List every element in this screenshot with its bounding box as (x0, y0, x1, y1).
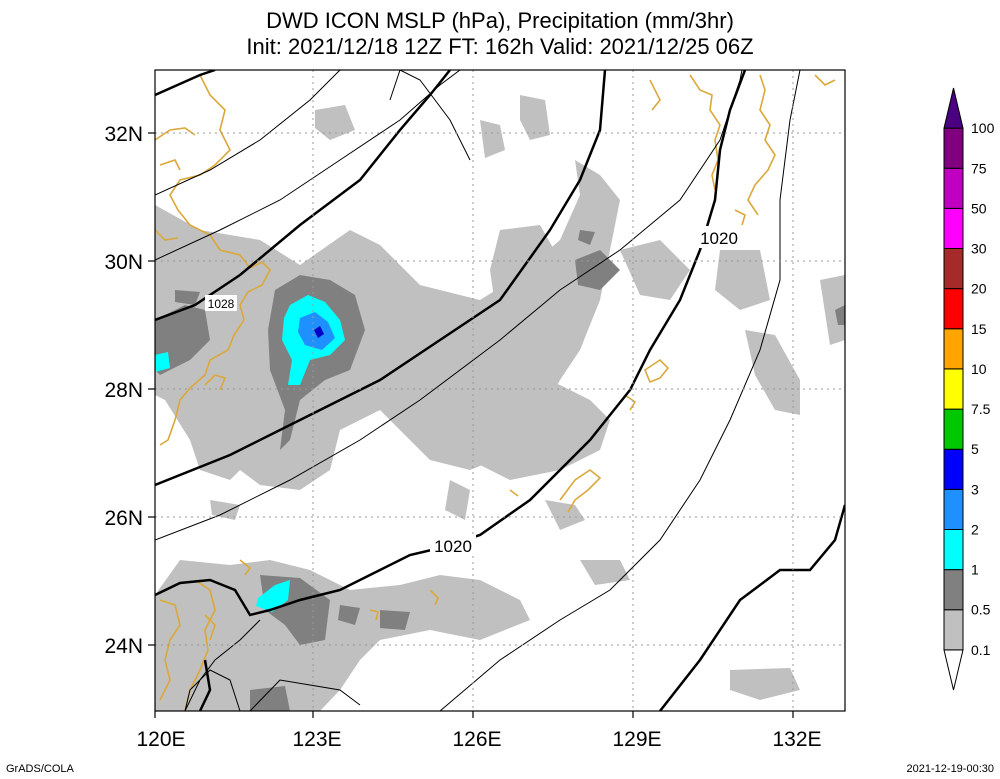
colorbar-label: 0.1 (971, 642, 991, 658)
lat-tick-label: 32N (104, 123, 143, 146)
colorbar-label: 0.5 (971, 602, 991, 618)
colorbar-label: 2 (971, 521, 979, 537)
lon-tick-label: 120E (136, 728, 185, 751)
colorbar: 0.1 0.5 1 2 3 5 7.5 10 15 20 30 50 75 100 (943, 87, 995, 691)
colorbar-swatch (943, 448, 964, 490)
colorbar-label: 15 (971, 321, 987, 337)
lat-tick-label: 24N (104, 635, 143, 658)
colorbar-label: 20 (971, 281, 987, 297)
footer-timestamp: 2021-12-19-00:30 (906, 763, 994, 775)
isobar-labels: 1020 1020 1028 (205, 226, 742, 556)
colorbar-label: 10 (971, 361, 987, 377)
footer-credit: GrADS/COLA (6, 763, 74, 775)
colorbar-swatch (943, 288, 964, 330)
colorbar-swatch (943, 248, 964, 290)
isobar-label-1020-a: 1020 (434, 537, 472, 556)
colorbar-label: 75 (971, 160, 987, 176)
colorbar-label: 1 (971, 562, 979, 578)
colorbar-swatch (943, 528, 964, 571)
colorbar-label: 5 (971, 441, 979, 457)
lon-tick-label: 126E (452, 728, 501, 751)
isobar-label-1020-b: 1020 (700, 229, 738, 248)
colorbar-label: 30 (971, 241, 987, 257)
colorbar-swatch (943, 609, 964, 651)
colorbar-label: 3 (971, 481, 979, 497)
map-title: DWD ICON MSLP (hPa), Precipitation (mm/3… (266, 8, 734, 33)
precip-light-areas (155, 95, 845, 711)
isobars-thick (155, 70, 845, 711)
colorbar-label: 7.5 (971, 401, 991, 417)
colorbar-swatch (943, 167, 964, 209)
colorbar-label: 100 (971, 120, 995, 136)
colorbar-swatch (943, 127, 964, 169)
colorbar-swatch (943, 488, 964, 530)
colorbar-swatch (943, 649, 964, 691)
lon-tick-label: 132E (772, 728, 821, 751)
lat-tick-label: 26N (104, 507, 143, 530)
lat-tick-label: 28N (104, 379, 143, 402)
colorbar-swatch (943, 87, 964, 129)
colorbar-swatch (943, 368, 964, 410)
plot-frame (154, 69, 846, 712)
precip-max-point (314, 326, 324, 338)
lat-tick-label: 30N (104, 251, 143, 274)
colorbar-swatch (943, 408, 964, 450)
colorbar-swatch (943, 328, 964, 370)
isobars-thin (155, 70, 801, 711)
map-subtitle: Init: 2021/12/18 12Z FT: 162h Valid: 202… (246, 34, 754, 59)
coastlines (155, 74, 836, 711)
axis-ticks (148, 132, 794, 718)
lon-tick-label: 123E (292, 728, 341, 751)
lon-tick-label: 129E (612, 728, 661, 751)
colorbar-swatch (943, 207, 964, 250)
colorbar-label: 50 (971, 200, 987, 216)
colorbar-swatch (943, 569, 964, 611)
gridlines (155, 70, 845, 711)
isobar-label-1028: 1028 (208, 297, 235, 311)
